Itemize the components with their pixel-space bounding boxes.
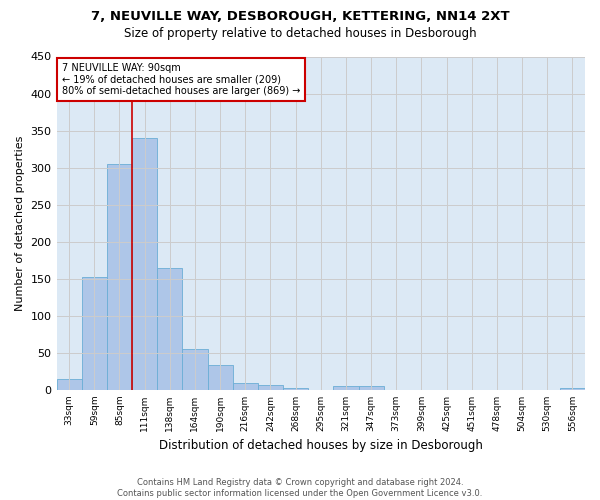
Bar (107, 164, 132, 390)
X-axis label: Distribution of detached houses by size in Desborough: Distribution of detached houses by size … (159, 440, 483, 452)
Text: 7 NEUVILLE WAY: 90sqm
← 19% of detached houses are smaller (209)
80% of semi-det: 7 NEUVILLE WAY: 90sqm ← 19% of detached … (62, 63, 300, 96)
Bar (82, 276, 107, 390)
Bar (208, 366, 233, 390)
Bar (283, 388, 308, 390)
Bar (132, 138, 157, 390)
Text: Contains HM Land Registry data © Crown copyright and database right 2024.
Contai: Contains HM Land Registry data © Crown c… (118, 478, 482, 498)
Bar (157, 268, 182, 390)
Bar (560, 388, 585, 390)
Bar (182, 349, 208, 390)
Bar (359, 386, 383, 390)
Bar (56, 379, 82, 390)
Bar (258, 384, 283, 390)
Bar (334, 386, 359, 390)
Bar (233, 384, 258, 390)
Text: Size of property relative to detached houses in Desborough: Size of property relative to detached ho… (124, 28, 476, 40)
Y-axis label: Number of detached properties: Number of detached properties (15, 136, 25, 311)
Text: 7, NEUVILLE WAY, DESBOROUGH, KETTERING, NN14 2XT: 7, NEUVILLE WAY, DESBOROUGH, KETTERING, … (91, 10, 509, 23)
